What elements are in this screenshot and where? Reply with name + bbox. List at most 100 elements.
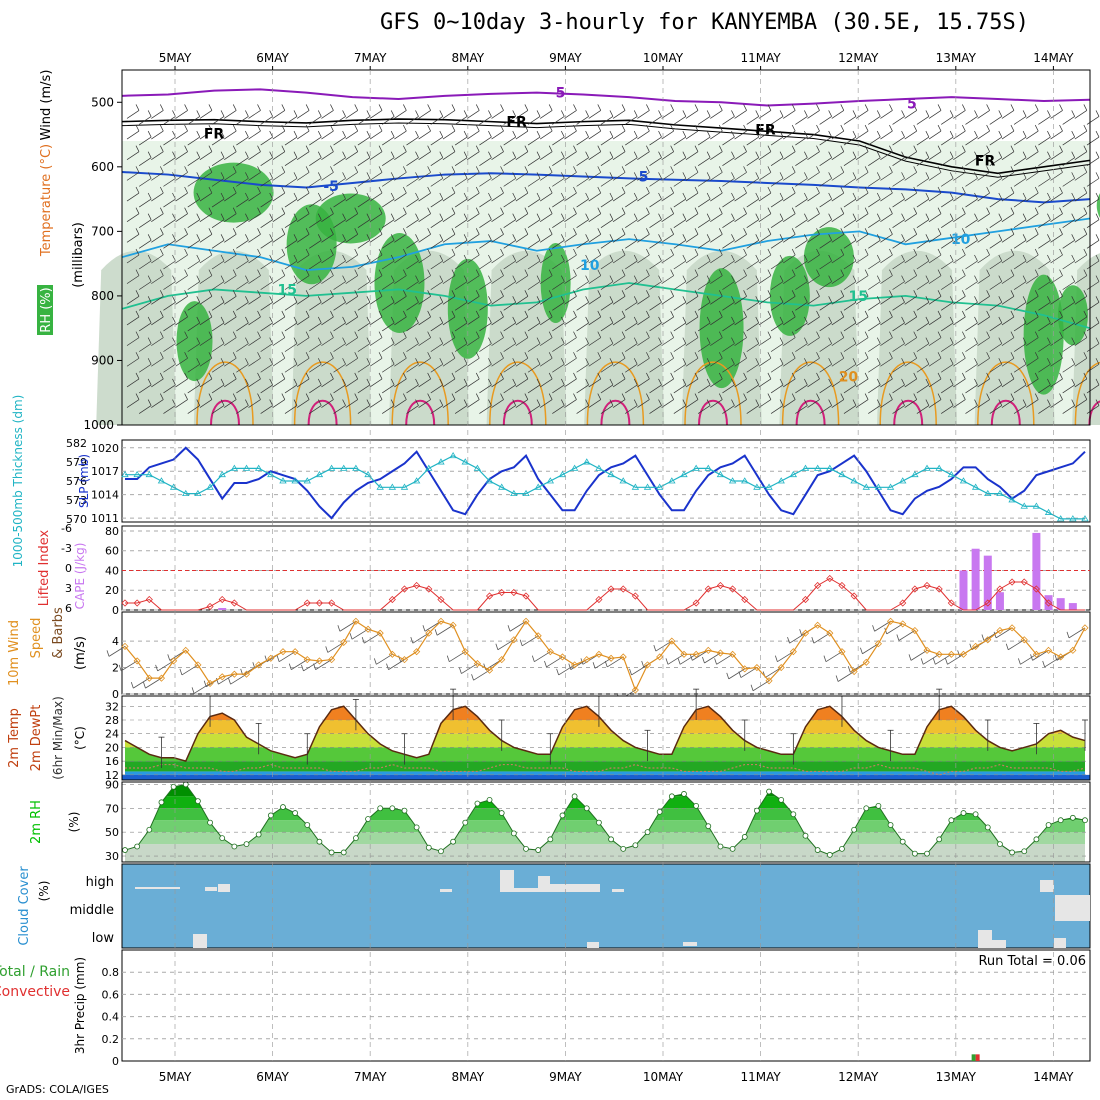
wind-barb bbox=[940, 151, 954, 167]
wind-barb bbox=[649, 110, 662, 125]
wind-barb bbox=[904, 331, 918, 346]
wind-barb bbox=[296, 393, 310, 408]
thickness-marker bbox=[704, 464, 712, 471]
wind-barb bbox=[928, 248, 942, 264]
wind-barb bbox=[552, 254, 565, 270]
wind-barb bbox=[248, 228, 261, 243]
lifted-index-marker bbox=[206, 602, 214, 611]
wind-marker bbox=[741, 665, 749, 673]
wind-barb bbox=[977, 145, 990, 161]
wind-barb bbox=[940, 172, 954, 187]
rh2m-marker bbox=[182, 781, 189, 788]
wind-barb bbox=[637, 124, 650, 140]
wind-barb bbox=[843, 172, 857, 187]
wind-barb bbox=[637, 248, 650, 264]
wind-barb bbox=[843, 296, 857, 311]
wind-barb bbox=[126, 269, 140, 284]
wind-barb bbox=[697, 213, 711, 228]
wind-barb bbox=[928, 352, 942, 367]
wind-barb bbox=[734, 331, 747, 346]
wind-barb bbox=[248, 331, 261, 346]
wind-barb bbox=[272, 104, 286, 119]
wind-barb bbox=[1062, 399, 1076, 414]
thickness-marker bbox=[133, 470, 141, 478]
thickness-marker bbox=[668, 477, 676, 484]
wind-barb bbox=[868, 254, 881, 270]
wind-barb bbox=[126, 124, 140, 140]
wind-barb bbox=[734, 269, 747, 284]
wind-barb bbox=[151, 393, 164, 408]
wind-barb bbox=[758, 145, 772, 161]
wind-barb bbox=[260, 110, 273, 125]
wind-barb bbox=[211, 275, 225, 290]
wind-barb bbox=[734, 372, 747, 388]
wind-barb bbox=[612, 228, 626, 243]
wind-barb bbox=[1074, 166, 1088, 181]
isotherm-20 bbox=[586, 361, 645, 426]
wind-marker bbox=[145, 674, 153, 682]
thickness-marker bbox=[485, 477, 494, 484]
wind-barb bbox=[373, 653, 393, 665]
thickness-marker bbox=[984, 489, 992, 497]
wind-barb bbox=[479, 213, 492, 228]
wind-barb bbox=[552, 234, 565, 249]
wind-barb bbox=[746, 234, 760, 249]
wind-marker bbox=[862, 658, 870, 666]
wind-barb bbox=[685, 166, 699, 181]
wind-barb bbox=[503, 378, 517, 394]
wind-barb bbox=[369, 310, 383, 326]
wind-barb bbox=[552, 130, 565, 146]
wind-barb bbox=[1062, 254, 1076, 270]
wind-barb bbox=[138, 296, 152, 311]
wind-barb bbox=[345, 290, 359, 305]
wind-barb bbox=[309, 110, 322, 125]
temp-tick-label: 28 bbox=[105, 714, 119, 727]
run-total-label: Run Total = 0.06 bbox=[978, 954, 1086, 969]
wind-barb bbox=[1038, 399, 1051, 414]
rh-tick-label: 50 bbox=[105, 826, 119, 839]
wind-barb bbox=[831, 248, 845, 264]
wind-barb bbox=[454, 110, 468, 125]
wind-barb bbox=[1050, 393, 1063, 408]
wind-barb bbox=[807, 145, 820, 161]
wind-barb bbox=[337, 620, 357, 632]
wind-barb bbox=[406, 192, 419, 208]
wind-barb bbox=[479, 275, 492, 290]
wind-barb bbox=[612, 145, 626, 161]
wind-barb bbox=[224, 372, 237, 388]
temp-tick-label: 24 bbox=[105, 728, 119, 741]
wind-barb bbox=[625, 296, 638, 311]
wind-barb bbox=[394, 290, 407, 305]
wind-barb bbox=[296, 269, 310, 284]
wind-barb bbox=[187, 358, 201, 373]
wind-barb bbox=[576, 378, 589, 394]
wind-barb bbox=[1086, 337, 1100, 352]
wind-barb bbox=[539, 124, 553, 140]
wind-barb bbox=[783, 145, 796, 161]
wind-barb bbox=[236, 296, 249, 311]
wind-barb bbox=[783, 331, 796, 346]
wind-marker bbox=[692, 650, 700, 658]
wind-barb bbox=[349, 628, 369, 640]
isotherm-20 bbox=[879, 361, 937, 426]
wind-barb bbox=[260, 399, 273, 414]
rh-axis-label: RH (%) bbox=[39, 287, 54, 332]
contour-label: 5 bbox=[907, 97, 917, 113]
wind-barb bbox=[892, 316, 905, 332]
wind-barb bbox=[430, 213, 444, 228]
wind-barb bbox=[381, 316, 395, 332]
wind-barb bbox=[880, 207, 893, 222]
wind-marker bbox=[729, 650, 737, 658]
wind-barb bbox=[758, 207, 772, 222]
wind-barb bbox=[661, 207, 674, 222]
wind-barb bbox=[843, 192, 857, 208]
wind-barb bbox=[539, 104, 553, 119]
contour-line bbox=[121, 88, 1091, 107]
wind-barb bbox=[345, 228, 359, 243]
wind-barb bbox=[288, 659, 308, 670]
wind-barb bbox=[430, 110, 444, 125]
wind-barb bbox=[418, 228, 431, 243]
rh2m-marker bbox=[425, 844, 432, 851]
wind-barb bbox=[661, 228, 674, 243]
wind-barb bbox=[321, 352, 334, 367]
